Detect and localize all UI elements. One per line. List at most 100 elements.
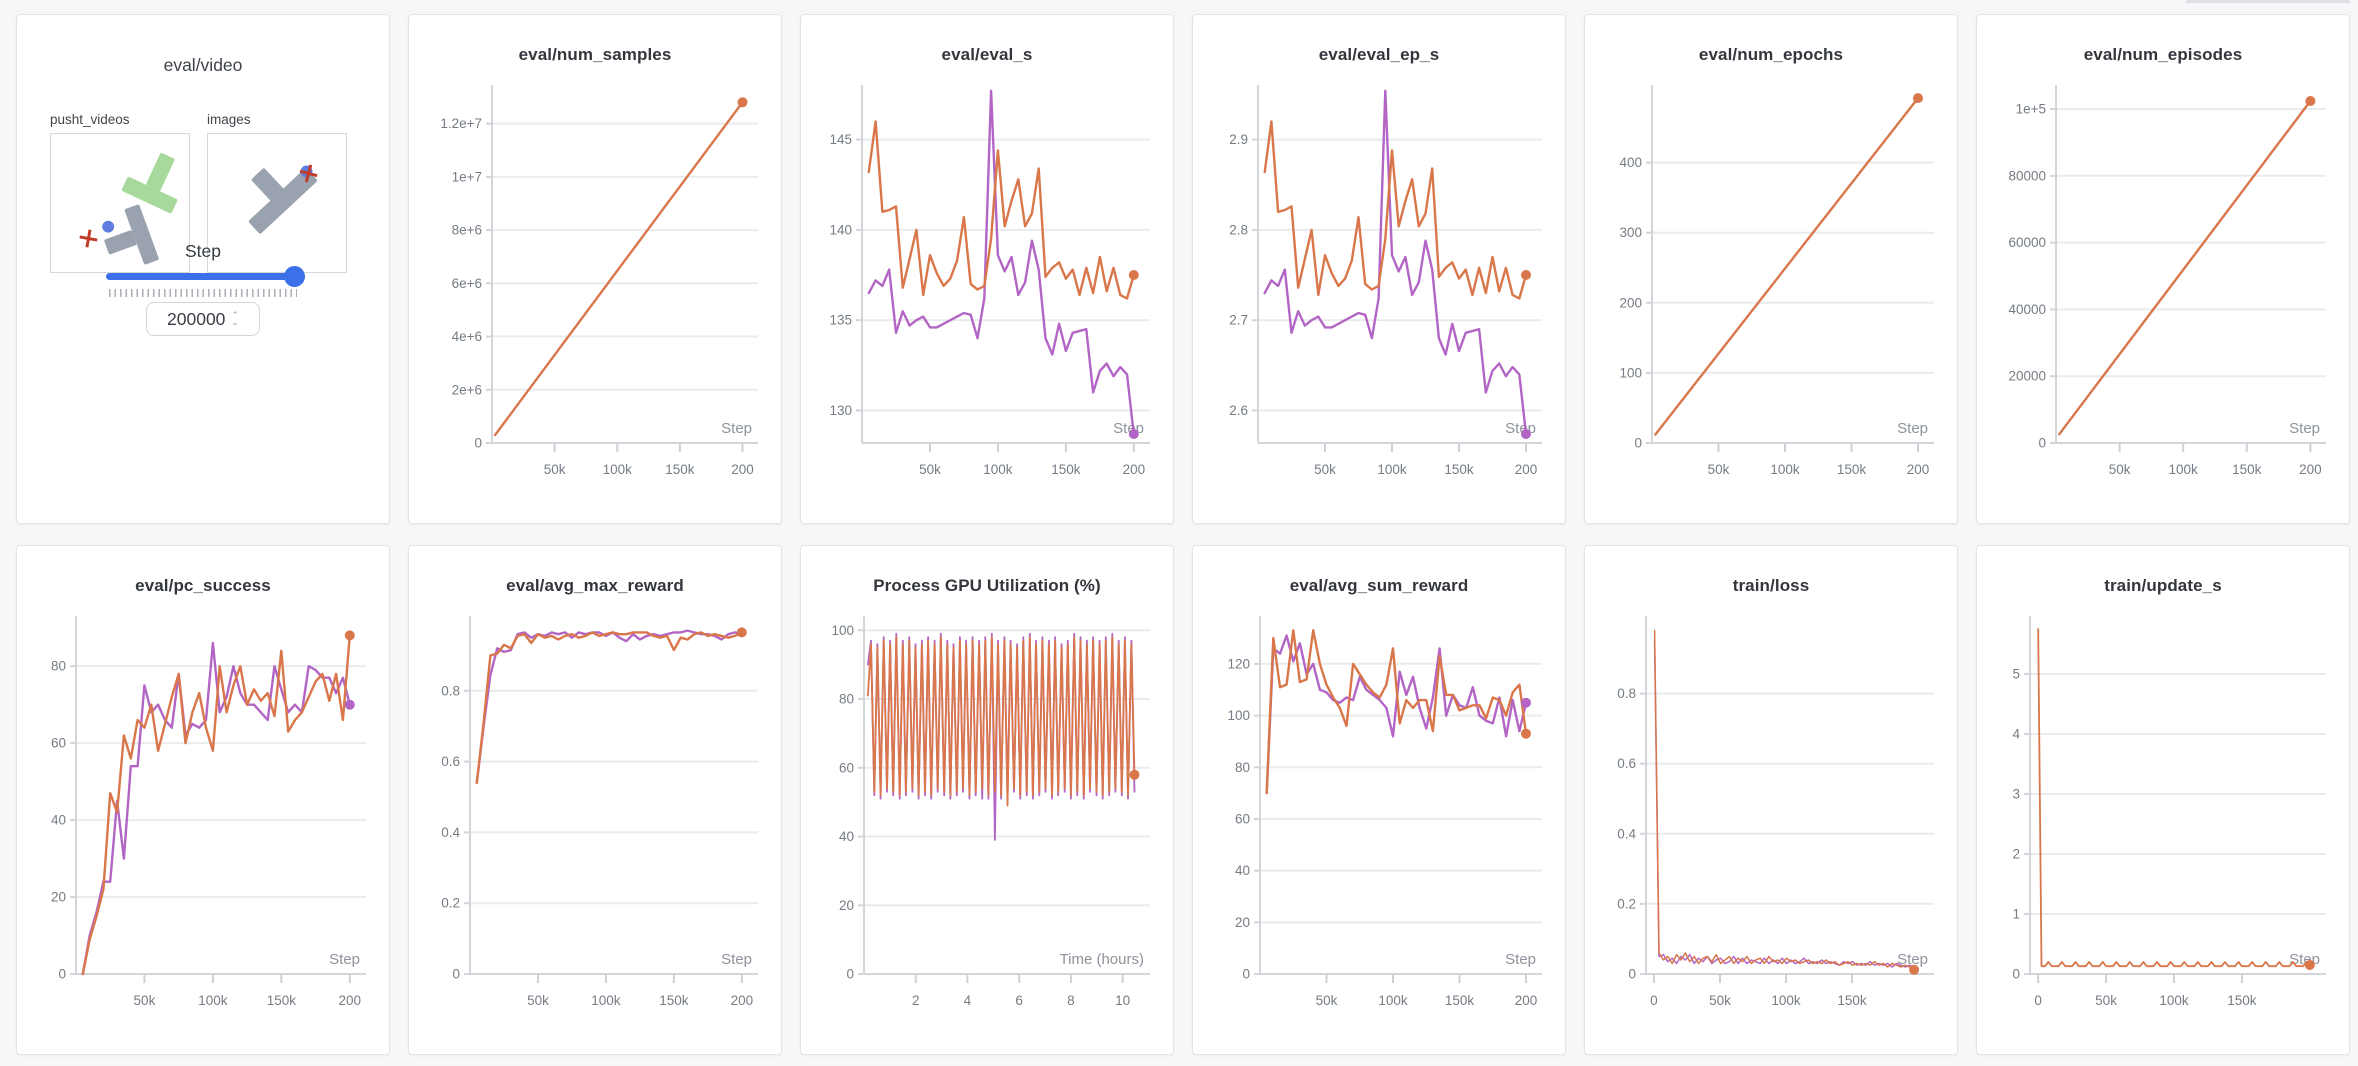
- target-cross-icon: [299, 164, 318, 183]
- panel-eval-num-episodes[interactable]: eval/num_episodes 0 20000 40000 60000 80000 1…: [1976, 14, 2350, 524]
- stepper-up-icon[interactable]: ⌃: [231, 310, 239, 320]
- step-slider-label: Step: [185, 241, 221, 261]
- svg-text:8e+6: 8e+6: [452, 223, 482, 238]
- chart-title: eval/avg_max_reward: [506, 576, 684, 595]
- svg-text:40: 40: [839, 829, 854, 844]
- panel-gpu-utilization[interactable]: Process GPU Utilization (%) 0 20 40 60 80 100…: [800, 545, 1174, 1055]
- svg-text:Step: Step: [2289, 420, 2320, 437]
- svg-text:0: 0: [846, 967, 854, 982]
- panel-train-update-s[interactable]: train/update_s 0 1 2 3 4 5 0 50k 100k 150k Step: [1976, 545, 2350, 1055]
- svg-text:0: 0: [1242, 967, 1250, 982]
- svg-text:0.8: 0.8: [1617, 686, 1636, 701]
- svg-text:100k: 100k: [1771, 993, 1801, 1008]
- svg-text:300: 300: [1619, 225, 1642, 240]
- svg-text:40000: 40000: [2008, 302, 2046, 317]
- step-input[interactable]: 200000 ⌃ ⌄: [146, 302, 260, 336]
- svg-text:150k: 150k: [665, 462, 695, 477]
- svg-text:0: 0: [2038, 436, 2046, 451]
- svg-text:150k: 150k: [659, 993, 689, 1008]
- svg-text:200: 200: [1619, 295, 1642, 310]
- svg-text:50k: 50k: [919, 462, 941, 477]
- chart-title: train/update_s: [2104, 576, 2222, 595]
- chart-title: eval/eval_ep_s: [1318, 45, 1440, 64]
- svg-text:50k: 50k: [1709, 993, 1731, 1008]
- svg-text:Step: Step: [1505, 420, 1536, 437]
- svg-text:20: 20: [839, 898, 854, 913]
- svg-text:150k: 150k: [2232, 462, 2262, 477]
- svg-text:50k: 50k: [1708, 462, 1730, 477]
- panel-eval-avg-sum-reward[interactable]: eval/avg_sum_reward 0 20 40 60 80 100 120 50k 10…: [1192, 545, 1566, 1055]
- svg-text:130: 130: [829, 403, 852, 418]
- svg-text:100k: 100k: [2169, 462, 2199, 477]
- svg-text:2.7: 2.7: [1229, 313, 1248, 328]
- svg-text:2.6: 2.6: [1229, 403, 1248, 418]
- svg-text:0: 0: [452, 967, 460, 982]
- svg-text:150k: 150k: [1837, 993, 1867, 1008]
- chart-title: eval/eval_s: [941, 45, 1033, 64]
- svg-text:200: 200: [731, 462, 754, 477]
- svg-text:100: 100: [1619, 365, 1642, 380]
- target-cross-icon: [79, 229, 98, 248]
- panel-eval-num-epochs[interactable]: eval/num_epochs 0 100 200 300 400 50k 100k 150k…: [1584, 14, 1958, 524]
- svg-text:50k: 50k: [1314, 462, 1336, 477]
- svg-text:100k: 100k: [591, 993, 621, 1008]
- panel-eval-pc-success[interactable]: eval/pc_success 0 20 40 60 80 50k 100k 150k 200 S…: [16, 545, 390, 1055]
- svg-text:4: 4: [964, 993, 972, 1008]
- step-stepper[interactable]: ⌃ ⌄: [231, 310, 239, 327]
- panel-eval-video[interactable]: eval/video pusht_videos images: [16, 14, 390, 524]
- chart-eval-pc-success[interactable]: 0 20 40 60 80 50k 100k 150k 200 Step: [18, 610, 388, 1034]
- chart-eval-avg-max-reward[interactable]: 0 0.2 0.4 0.6 0.8 50k 100k 150k 200 Step: [410, 610, 780, 1034]
- stepper-down-icon[interactable]: ⌄: [231, 317, 239, 327]
- chart-eval-num-epochs[interactable]: 0 100 200 300 400 50k 100k 150k 200 Step: [1586, 79, 1956, 503]
- chart-title: eval/num_epochs: [1698, 45, 1844, 64]
- svg-text:145: 145: [829, 132, 852, 147]
- chart-eval-num-episodes[interactable]: 0 20000 40000 60000 80000 1e+5 50k 100k 150k 200 S…: [1978, 79, 2348, 503]
- panel-eval-eval-ep-s[interactable]: eval/eval_ep_s 2.6 2.7 2.8 2.9 50k 100k 150k 20…: [1192, 14, 1566, 524]
- step-slider-thumb[interactable]: [284, 266, 305, 287]
- panel-train-loss[interactable]: train/loss 0 0.2 0.4 0.6 0.8 0 50k 100k 150k Step: [1584, 545, 1958, 1055]
- svg-text:8: 8: [1067, 993, 1075, 1008]
- svg-text:200: 200: [731, 993, 754, 1008]
- chart-train-loss[interactable]: 0 0.2 0.4 0.6 0.8 0 50k 100k 150k Step: [1586, 610, 1956, 1034]
- svg-text:200: 200: [2299, 462, 2322, 477]
- chart-gpu-utilization[interactable]: 0 20 40 60 80 100 2 4 6 8 10 Time (hours): [802, 610, 1172, 1034]
- pusht-videos-label: pusht_videos: [50, 112, 130, 127]
- chart-eval-eval-s[interactable]: 130 135 140 145 50k 100k 150k 200 Step: [802, 79, 1172, 503]
- svg-text:0.2: 0.2: [441, 896, 460, 911]
- svg-text:200: 200: [1907, 462, 1930, 477]
- svg-text:100k: 100k: [1378, 993, 1408, 1008]
- svg-text:0: 0: [2034, 993, 2042, 1008]
- chart-eval-avg-sum-reward[interactable]: 0 20 40 60 80 100 120 50k 100k 150k 200 Step: [1194, 610, 1564, 1034]
- step-slider[interactable]: [106, 266, 305, 287]
- chart-eval-num-samples[interactable]: 0 2e+6 4e+6 6e+6 8e+6 1e+7 1.2e+7 50k 100k 150k 20…: [410, 79, 780, 503]
- svg-text:150k: 150k: [267, 993, 297, 1008]
- chart-eval-eval-ep-s[interactable]: 2.6 2.7 2.8 2.9 50k 100k 150k 200 Step: [1194, 79, 1564, 503]
- images-thumbnail[interactable]: [207, 133, 347, 273]
- svg-text:1.2e+7: 1.2e+7: [440, 116, 482, 131]
- svg-text:10: 10: [1115, 993, 1130, 1008]
- pusht-scene-icon: [79, 153, 178, 265]
- pusht-videos-thumbnail[interactable]: [50, 133, 190, 273]
- svg-text:6e+6: 6e+6: [452, 276, 482, 291]
- svg-text:6: 6: [1015, 993, 1023, 1008]
- svg-text:2e+6: 2e+6: [452, 382, 482, 397]
- svg-text:400: 400: [1619, 155, 1642, 170]
- svg-text:50k: 50k: [2095, 993, 2117, 1008]
- svg-text:Time (hours): Time (hours): [1060, 951, 1144, 968]
- panel-eval-eval-s[interactable]: eval/eval_s 130 135 140 145 50k 100k 150k 200 St…: [800, 14, 1174, 524]
- svg-text:3: 3: [2012, 787, 2020, 802]
- svg-text:50k: 50k: [1316, 993, 1338, 1008]
- panel-eval-num-samples[interactable]: eval/num_samples 0 2e+6 4e+6 6e+6 8e+6 1e+7 1.…: [408, 14, 782, 524]
- svg-text:Step: Step: [1897, 420, 1928, 437]
- chart-title: eval/pc_success: [135, 576, 271, 595]
- svg-text:60: 60: [839, 760, 854, 775]
- svg-text:80: 80: [51, 659, 66, 674]
- panel-eval-avg-max-reward[interactable]: eval/avg_max_reward 0 0.2 0.4 0.6 0.8 50k 100k…: [408, 545, 782, 1055]
- svg-text:140: 140: [829, 222, 852, 237]
- svg-text:120: 120: [1227, 656, 1250, 671]
- svg-text:1: 1: [2012, 907, 2020, 922]
- svg-text:100k: 100k: [198, 993, 228, 1008]
- svg-text:1e+5: 1e+5: [2016, 102, 2046, 117]
